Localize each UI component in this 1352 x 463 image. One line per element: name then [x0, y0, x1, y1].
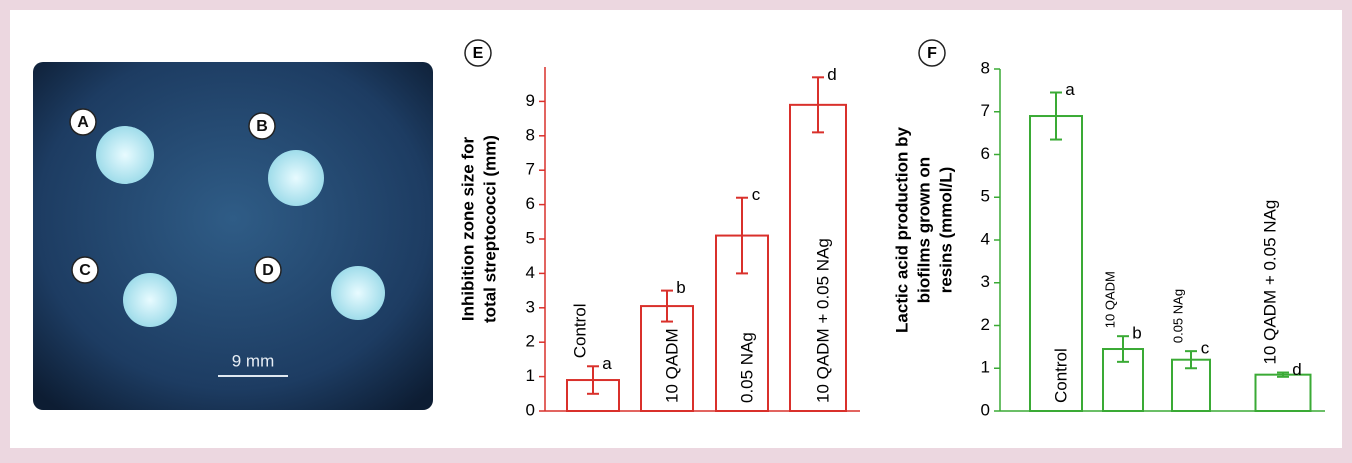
significance-letter: c [1201, 339, 1210, 358]
disk [123, 273, 177, 327]
panel-label: F [927, 45, 937, 62]
category-label: 10 QADM [1102, 271, 1117, 328]
significance-letter: a [602, 354, 612, 373]
significance-letter: b [676, 278, 685, 297]
y-tick-label: 6 [526, 194, 535, 213]
disk [96, 126, 154, 184]
figure: A B C D 9 mm E 0 1 2 3 4 5 6 7 8 9 Inhibition zone size… [0, 0, 1352, 458]
y-tick-label: 7 [981, 101, 990, 120]
panel-label: E [473, 45, 484, 62]
y-axis-label: resins (mmol/L) [936, 167, 955, 294]
y-tick-label: 1 [981, 358, 990, 377]
y-tick-label: 8 [981, 58, 990, 77]
significance-letter: d [827, 65, 836, 84]
disk [331, 266, 385, 320]
y-tick-label: 0 [981, 400, 990, 419]
category-label: 0.05 NAg [737, 332, 756, 403]
category-label: Control [1051, 348, 1070, 403]
significance-letter: c [752, 185, 761, 204]
category-label: 10 QADM + 0.05 NAg [813, 238, 832, 403]
y-tick-label: 6 [981, 144, 990, 163]
y-tick-label: 4 [981, 229, 990, 248]
category-label: 10 QADM [662, 328, 681, 403]
y-axis-label: Lactic acid production by [892, 126, 911, 332]
y-tick-label: 2 [981, 315, 990, 334]
scale-label: 9 mm [232, 351, 275, 370]
y-tick-label: 8 [526, 125, 535, 144]
y-axis-label: biofilms grown on [914, 157, 933, 303]
y-tick-label: 1 [526, 366, 535, 385]
bar [1256, 375, 1311, 411]
y-tick-label: 0 [526, 400, 535, 419]
y-axis-label: total streptococci (mm) [480, 135, 499, 323]
y-axis-label: Inhibition zone size for [458, 137, 477, 322]
y-tick-label: 5 [526, 228, 535, 247]
photo-label: A [77, 114, 89, 131]
y-tick-label: 3 [526, 297, 535, 316]
y-tick-label: 7 [526, 160, 535, 179]
significance-letter: d [1292, 360, 1301, 379]
photo-label: C [79, 262, 91, 279]
category-label: Control [570, 303, 589, 358]
petri-photo: A B C D 9 mm [33, 62, 433, 410]
y-tick-label: 4 [526, 263, 535, 282]
category-label: 10 QADM + 0.05 NAg [1260, 200, 1279, 365]
y-tick-label: 3 [981, 272, 990, 291]
y-tick-label: 9 [526, 91, 535, 110]
y-tick-label: 2 [526, 332, 535, 351]
y-tick-label: 5 [981, 187, 990, 206]
photo-label: B [256, 118, 268, 135]
significance-letter: b [1132, 324, 1141, 343]
disk [268, 150, 324, 206]
photo-label: D [262, 262, 274, 279]
category-label: 0.05 NAg [1170, 289, 1185, 343]
significance-letter: a [1065, 80, 1075, 99]
page: {"photo": {"labels": ["A", "B", "C", "D"… [0, 0, 1352, 458]
